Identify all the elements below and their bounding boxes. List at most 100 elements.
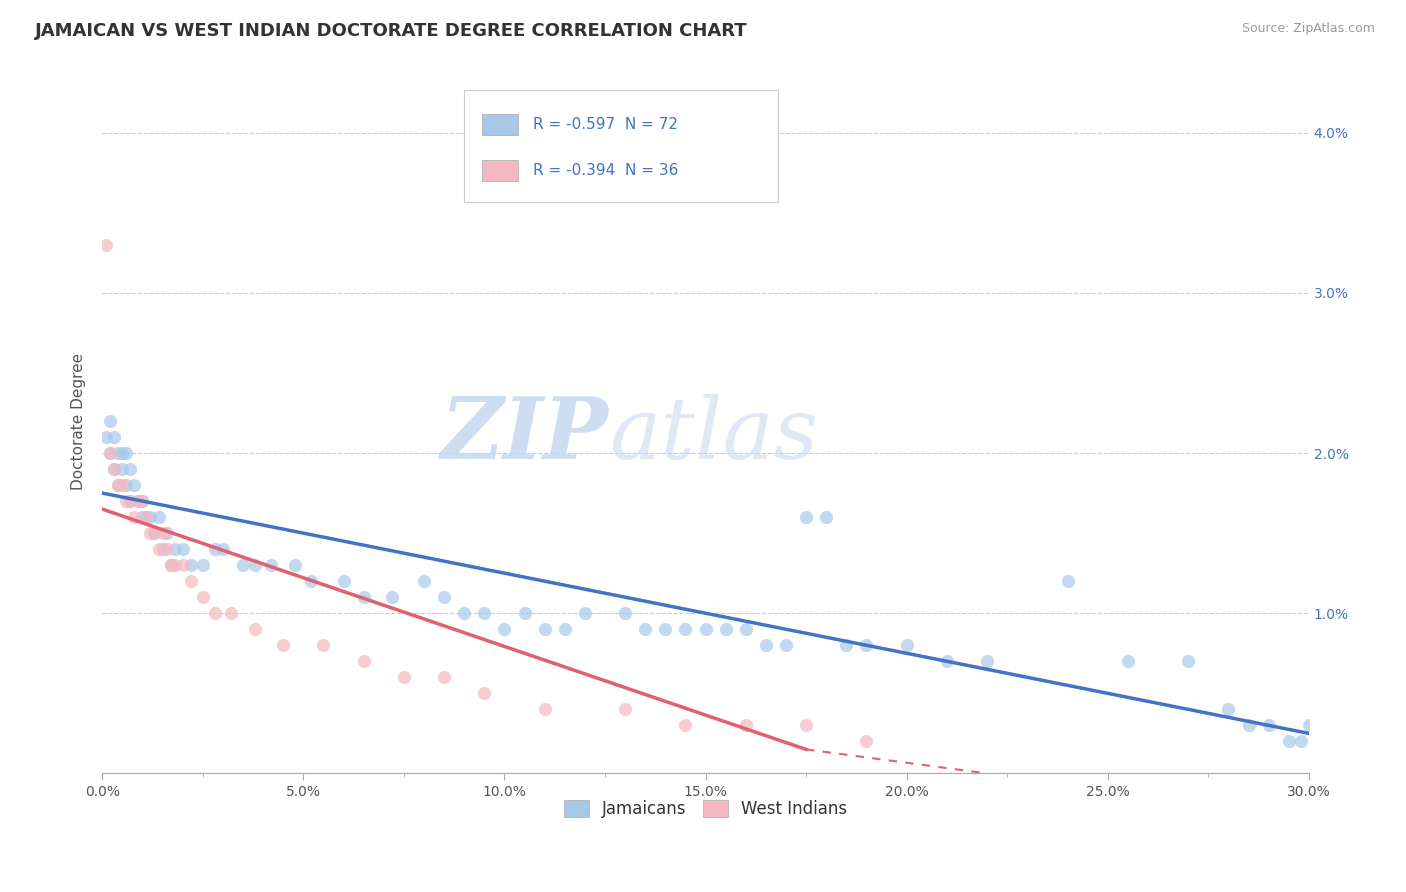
Point bbox=[433, 670, 456, 684]
Point bbox=[353, 654, 375, 668]
Point bbox=[159, 558, 181, 573]
Point bbox=[794, 510, 817, 524]
Point bbox=[107, 446, 129, 460]
Point bbox=[634, 622, 657, 636]
Point bbox=[148, 510, 170, 524]
Point bbox=[124, 478, 146, 492]
Point bbox=[1177, 654, 1199, 668]
Point bbox=[103, 462, 125, 476]
Point bbox=[107, 478, 129, 492]
Point bbox=[204, 542, 226, 557]
Point bbox=[135, 510, 157, 524]
Point bbox=[115, 446, 138, 460]
Point bbox=[734, 718, 756, 732]
Point bbox=[131, 494, 153, 508]
Point bbox=[1056, 574, 1078, 589]
Point bbox=[755, 638, 778, 652]
Point bbox=[155, 526, 177, 541]
Point bbox=[260, 558, 283, 573]
Point bbox=[855, 638, 877, 652]
Point bbox=[472, 686, 495, 700]
Text: ZIP: ZIP bbox=[441, 393, 609, 477]
Point bbox=[111, 446, 134, 460]
Point bbox=[1218, 702, 1240, 716]
Y-axis label: Doctorate Degree: Doctorate Degree bbox=[72, 352, 86, 490]
Point bbox=[453, 606, 475, 620]
Point bbox=[271, 638, 294, 652]
Point bbox=[472, 606, 495, 620]
Point bbox=[312, 638, 335, 652]
Point bbox=[243, 622, 266, 636]
Point bbox=[614, 702, 637, 716]
Point bbox=[513, 606, 536, 620]
FancyBboxPatch shape bbox=[464, 90, 778, 202]
Point bbox=[96, 430, 118, 444]
Point bbox=[131, 510, 153, 524]
Point bbox=[1257, 718, 1279, 732]
Point bbox=[734, 622, 756, 636]
Point bbox=[353, 591, 375, 605]
Point bbox=[433, 591, 456, 605]
Point bbox=[143, 526, 166, 541]
Point bbox=[98, 446, 121, 460]
Point bbox=[191, 591, 214, 605]
Point bbox=[855, 734, 877, 748]
Point bbox=[139, 510, 162, 524]
Point bbox=[1289, 734, 1312, 748]
Text: JAMAICAN VS WEST INDIAN DOCTORATE DEGREE CORRELATION CHART: JAMAICAN VS WEST INDIAN DOCTORATE DEGREE… bbox=[35, 22, 748, 40]
Point bbox=[124, 510, 146, 524]
Point bbox=[107, 478, 129, 492]
Point bbox=[533, 702, 555, 716]
Point bbox=[96, 237, 118, 252]
Point bbox=[115, 478, 138, 492]
Point bbox=[135, 510, 157, 524]
Point bbox=[115, 494, 138, 508]
Point bbox=[1278, 734, 1301, 748]
Point bbox=[172, 558, 194, 573]
Point bbox=[695, 622, 717, 636]
Point bbox=[299, 574, 322, 589]
Text: R = -0.394  N = 36: R = -0.394 N = 36 bbox=[533, 163, 678, 178]
Point bbox=[1237, 718, 1260, 732]
Point bbox=[98, 446, 121, 460]
Point bbox=[103, 462, 125, 476]
Point bbox=[191, 558, 214, 573]
Point bbox=[392, 670, 415, 684]
Point bbox=[212, 542, 235, 557]
Point bbox=[120, 494, 142, 508]
Point bbox=[152, 526, 174, 541]
Legend: Jamaicans, West Indians: Jamaicans, West Indians bbox=[557, 794, 855, 825]
Point bbox=[143, 526, 166, 541]
Point bbox=[155, 542, 177, 557]
Text: R = -0.597  N = 72: R = -0.597 N = 72 bbox=[533, 118, 678, 132]
Text: Source: ZipAtlas.com: Source: ZipAtlas.com bbox=[1241, 22, 1375, 36]
Point bbox=[654, 622, 676, 636]
Point bbox=[574, 606, 596, 620]
Bar bbox=[482, 114, 519, 136]
Point bbox=[976, 654, 998, 668]
Point bbox=[120, 462, 142, 476]
Point bbox=[98, 414, 121, 428]
Point bbox=[127, 494, 149, 508]
Point bbox=[180, 558, 202, 573]
Point bbox=[896, 638, 918, 652]
Point bbox=[1298, 718, 1320, 732]
Text: atlas: atlas bbox=[609, 393, 818, 476]
Point bbox=[935, 654, 957, 668]
Point bbox=[152, 542, 174, 557]
Point bbox=[139, 526, 162, 541]
Bar bbox=[482, 161, 519, 181]
Point bbox=[794, 718, 817, 732]
Point bbox=[714, 622, 737, 636]
Point bbox=[815, 510, 838, 524]
Point bbox=[131, 494, 153, 508]
Point bbox=[673, 622, 696, 636]
Point bbox=[180, 574, 202, 589]
Point bbox=[120, 494, 142, 508]
Point bbox=[163, 558, 186, 573]
Point bbox=[232, 558, 254, 573]
Point bbox=[614, 606, 637, 620]
Point bbox=[148, 542, 170, 557]
Point bbox=[381, 591, 404, 605]
Point bbox=[332, 574, 354, 589]
